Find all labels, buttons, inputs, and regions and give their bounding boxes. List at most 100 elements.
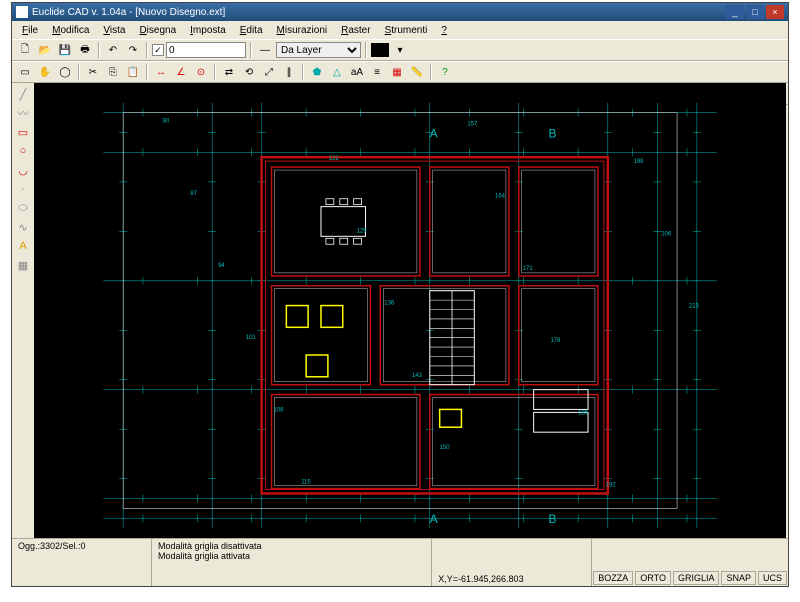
save-icon[interactable]: 💾 [56, 41, 74, 59]
status-bar: Ogg.:3302/Sel.:0 Modalità griglia disatt… [12, 538, 788, 586]
cut-icon[interactable]: ✂ [84, 63, 102, 81]
layer-visible-checkbox[interactable]: ✓ [152, 44, 164, 56]
menu-vista[interactable]: Vista [97, 24, 131, 37]
titlebar: Euclide CAD v. 1.04a - [Nuovo Disegno.ex… [12, 3, 788, 21]
svg-text:A: A [430, 126, 438, 140]
rotate-icon[interactable]: ⟲ [240, 63, 258, 81]
window-controls: _ □ × [726, 5, 784, 19]
snap-end-icon[interactable]: ⬟ [308, 63, 326, 81]
minimize-button[interactable]: _ [726, 5, 744, 19]
menu-strumenti[interactable]: Strumenti [379, 24, 434, 37]
svg-text:171: 171 [523, 266, 533, 272]
separator [146, 64, 148, 80]
dim-radial-icon[interactable]: ⊙ [192, 63, 210, 81]
undo-icon[interactable]: ↶ [104, 41, 122, 59]
polyline-icon[interactable]: 〰 [14, 104, 32, 122]
text-icon[interactable]: A [14, 237, 32, 255]
toolbar-draw: ▭ ✋ ◯ ✂ ⎘ 📋 ↔ ∠ ⊙ ⇄ ⟲ ⤢ ∥ ⬟ △ aA ≡ ▦ 📏 ? [12, 61, 788, 83]
status-coordinates: X,Y=-61.945,266.803 [432, 539, 592, 586]
offset-icon[interactable]: ∥ [280, 63, 298, 81]
svg-text:185: 185 [578, 410, 589, 416]
pan-icon[interactable]: ✋ [36, 63, 54, 81]
menu-misurazioni[interactable]: Misurazioni [271, 24, 334, 37]
svg-text:192: 192 [606, 483, 616, 489]
svg-text:B: B [548, 126, 556, 140]
mode-orto[interactable]: ORTO [635, 571, 671, 585]
svg-text:206: 206 [661, 231, 672, 237]
snap-mid-icon[interactable]: △ [328, 63, 346, 81]
menu-edita[interactable]: Edita [234, 24, 269, 37]
layers-icon[interactable]: ≡ [368, 63, 386, 81]
svg-text:101: 101 [246, 335, 256, 341]
dim-angle-icon[interactable]: ∠ [172, 63, 190, 81]
separator [365, 42, 367, 58]
lasso-icon[interactable]: ◯ [56, 63, 74, 81]
svg-text:178: 178 [550, 338, 561, 344]
linestyle-icon[interactable]: — [256, 41, 274, 59]
menu-file[interactable]: File [16, 24, 44, 37]
line-icon[interactable]: ╱ [14, 85, 32, 103]
app-icon [16, 6, 28, 18]
grid-icon[interactable]: ▦ [388, 63, 406, 81]
print-icon[interactable]: 🖶 [76, 41, 94, 59]
text-a-icon[interactable]: aA [348, 63, 366, 81]
svg-text:122: 122 [329, 156, 339, 162]
svg-text:199: 199 [634, 159, 645, 165]
color-dropdown-icon[interactable]: ▾ [391, 41, 409, 59]
menu-raster[interactable]: Raster [335, 24, 376, 37]
rect-icon[interactable]: ▭ [14, 123, 32, 141]
app-window: Euclide CAD v. 1.04a - [Nuovo Disegno.ex… [11, 2, 789, 587]
svg-text:A: A [430, 512, 438, 526]
separator [146, 42, 148, 58]
select-icon[interactable]: ▭ [16, 63, 34, 81]
toolbar-left: ╱〰▭○◡·⬭∿A▦ [12, 83, 34, 276]
svg-text:80: 80 [163, 119, 170, 125]
dim-linear-icon[interactable]: ↔ [152, 63, 170, 81]
linetype-select[interactable]: Da Layer [276, 42, 361, 58]
separator [214, 64, 216, 80]
layer-input[interactable] [166, 42, 246, 58]
paste-icon[interactable]: 📋 [124, 63, 142, 81]
mode-snap[interactable]: SNAP [721, 571, 756, 585]
menu-modifica[interactable]: Modifica [46, 24, 95, 37]
help-icon[interactable]: ? [436, 63, 454, 81]
new-icon[interactable]: 🗋 [16, 41, 34, 59]
scale-icon[interactable]: ⤢ [260, 63, 278, 81]
arc-icon[interactable]: ◡ [14, 161, 32, 179]
drawing-canvas[interactable]: ABAB808794101108115122129136143150157164… [34, 83, 786, 538]
circle-icon[interactable]: ○ [14, 142, 32, 160]
spline-icon[interactable]: ∿ [14, 218, 32, 236]
measure-icon[interactable]: 📏 [408, 63, 426, 81]
ellipse-icon[interactable]: ⬭ [14, 199, 32, 217]
menu-q[interactable]: ? [435, 24, 453, 37]
copy-icon[interactable]: ⎘ [104, 63, 122, 81]
svg-text:164: 164 [495, 194, 506, 200]
hatch-icon[interactable]: ▦ [14, 256, 32, 274]
point-icon[interactable]: · [14, 180, 32, 198]
menu-disegna[interactable]: Disegna [133, 24, 182, 37]
toolbar-main: 🗋 📂 💾 🖶 ↶ ↷ ✓ — Da Layer ▾ [12, 39, 788, 61]
svg-text:87: 87 [190, 191, 197, 197]
mode-ucs[interactable]: UCS [758, 571, 787, 585]
open-icon[interactable]: 📂 [36, 41, 54, 59]
maximize-button[interactable]: □ [746, 5, 764, 19]
redo-icon[interactable]: ↷ [124, 41, 142, 59]
svg-text:136: 136 [384, 301, 395, 307]
menu-imposta[interactable]: Imposta [184, 24, 232, 37]
status-messages: Modalità griglia disattivata Modalità gr… [152, 539, 432, 586]
svg-text:213: 213 [689, 304, 700, 310]
status-message-1: Modalità griglia disattivata [158, 541, 425, 551]
menubar: FileModificaVistaDisegnaImpostaEditaMisu… [12, 21, 788, 39]
close-button[interactable]: × [766, 5, 784, 19]
coordinate-readout: X,Y=-61.945,266.803 [438, 574, 523, 584]
separator [302, 64, 304, 80]
svg-text:129: 129 [357, 228, 368, 234]
svg-text:143: 143 [412, 373, 423, 379]
svg-text:115: 115 [301, 480, 311, 486]
svg-text:B: B [548, 512, 556, 526]
color-swatch[interactable] [371, 43, 389, 57]
mirror-icon[interactable]: ⇄ [220, 63, 238, 81]
mode-griglia[interactable]: GRIGLIA [673, 571, 720, 585]
mode-bozza[interactable]: BOZZA [593, 571, 633, 585]
separator [78, 64, 80, 80]
